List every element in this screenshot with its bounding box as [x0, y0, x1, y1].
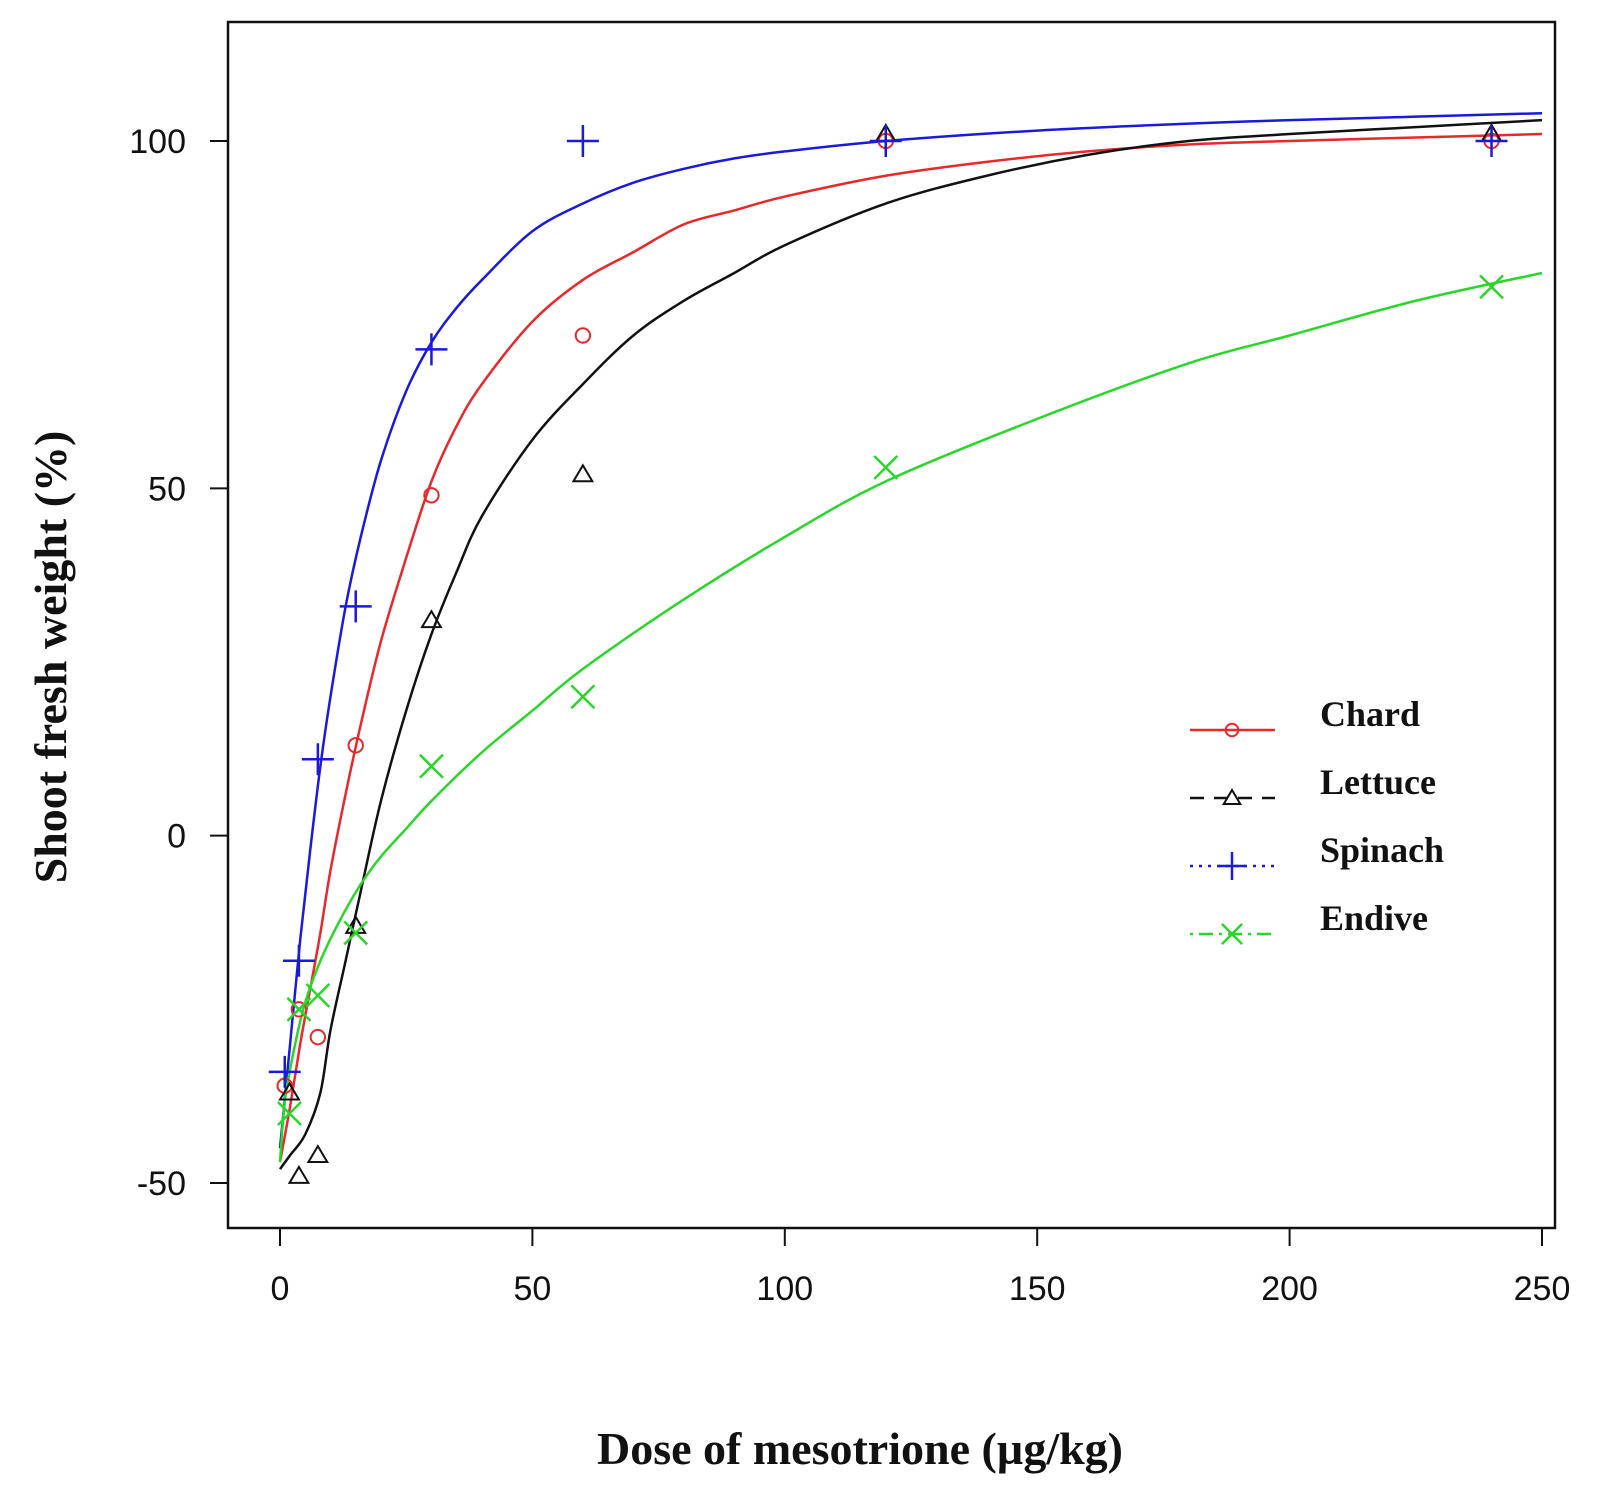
x-tick-label: 50 — [513, 1270, 551, 1308]
chard-data-point — [347, 737, 364, 754]
chard-data-point — [574, 327, 592, 344]
y-tick-label: 0 — [167, 818, 186, 856]
endive-data-point — [343, 920, 369, 946]
endive-data-point — [305, 983, 331, 1008]
y-tick-label: -50 — [137, 1165, 186, 1203]
x-tick-label: 100 — [756, 1270, 813, 1308]
lettuce-data-point — [571, 463, 595, 483]
spinach-data-point — [339, 590, 372, 623]
chard-data-point — [290, 1001, 308, 1018]
legend-marker-spinach — [1218, 852, 1246, 880]
spinach-data-point — [282, 944, 315, 977]
lettuce-data-point — [420, 609, 443, 629]
y-tick-label: 100 — [129, 123, 186, 161]
x-axis-title: Dose of mesotrione (µg/kg) — [597, 1423, 1123, 1474]
y-axis-title: Shoot fresh weight (%) — [25, 431, 76, 884]
endive-data-point — [570, 684, 596, 710]
x-tick-label: 200 — [1261, 1270, 1318, 1308]
legend-marker-endive — [1221, 923, 1243, 945]
lettuce-data-point — [287, 1164, 311, 1184]
lettuce-data-point — [306, 1144, 330, 1164]
chard-data-point — [423, 487, 440, 504]
endive-data-point — [1479, 274, 1504, 300]
legend-label-spinach: Spinach — [1320, 830, 1444, 870]
spinach-data-point — [566, 125, 599, 157]
endive-data-point — [419, 753, 444, 779]
endive-data-point — [873, 455, 899, 480]
legend-label-lettuce: Lettuce — [1320, 762, 1436, 802]
spinach-data-point — [268, 1055, 301, 1088]
lettuce-fit-curve — [278, 118, 1543, 1170]
spinach-data-point — [1475, 125, 1508, 157]
spinach-data-point — [869, 125, 902, 157]
spinach-data-point — [301, 743, 334, 776]
x-tick-label: 250 — [1514, 1270, 1571, 1308]
legend-marker-chard — [1224, 722, 1240, 738]
endive-data-point — [286, 996, 312, 1022]
chard-data-point — [309, 1028, 327, 1046]
endive-data-point — [277, 1101, 302, 1126]
chard-fit-curve — [278, 132, 1543, 1163]
y-tick-label: 50 — [148, 470, 186, 508]
lettuce-data-point — [278, 1081, 301, 1101]
x-tick-label: 150 — [1009, 1270, 1066, 1308]
legend-label-chard: Chard — [1320, 694, 1420, 734]
spinach-fit-curve — [278, 111, 1543, 1149]
legend-label-endive: Endive — [1320, 898, 1428, 938]
spinach-data-point — [415, 333, 448, 366]
x-tick-label: 0 — [271, 1270, 290, 1308]
endive-fit-curve — [278, 271, 1543, 1163]
legend-marker-lettuce — [1222, 788, 1242, 805]
